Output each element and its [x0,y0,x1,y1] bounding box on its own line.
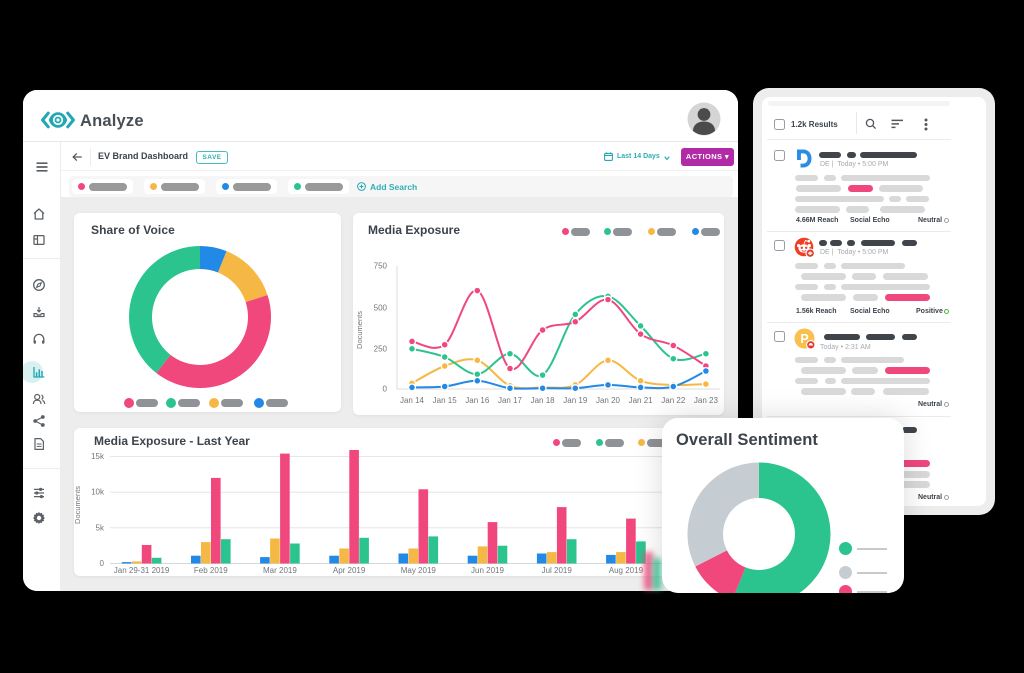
svg-text:Jan 15: Jan 15 [433,396,458,405]
svg-text:May 2019: May 2019 [401,566,437,575]
svg-text:Jan 20: Jan 20 [596,396,621,405]
svg-text:Documents: Documents [355,311,364,349]
svg-text:Jan 18: Jan 18 [531,396,556,405]
svg-text:Jan 16: Jan 16 [465,396,490,405]
svg-text:0: 0 [100,559,105,568]
svg-text:5k: 5k [96,523,105,532]
svg-text:Jan 17: Jan 17 [498,396,523,405]
svg-text:15k: 15k [91,452,105,461]
svg-text:Jul 2019: Jul 2019 [542,566,573,575]
svg-text:Jan 21: Jan 21 [629,396,654,405]
svg-text:10k: 10k [91,488,105,497]
svg-text:750: 750 [374,262,388,271]
svg-text:250: 250 [374,344,388,353]
svg-text:500: 500 [374,303,388,312]
svg-text:Jun 2019: Jun 2019 [471,566,504,575]
svg-text:Jan 23: Jan 23 [694,396,719,405]
svg-text:0: 0 [383,385,388,394]
svg-text:Aug 2019: Aug 2019 [609,566,644,575]
svg-text:P: P [800,332,808,346]
svg-text:Mar 2019: Mar 2019 [263,566,297,575]
svg-text:Jan 14: Jan 14 [400,396,425,405]
svg-text:Jan 29-31 2019: Jan 29-31 2019 [114,566,170,575]
svg-text:Jan 22: Jan 22 [661,396,686,405]
svg-text:Feb 2019: Feb 2019 [194,566,228,575]
svg-text:Jan 19: Jan 19 [563,396,588,405]
svg-text:Apr 2019: Apr 2019 [333,566,366,575]
svg-text:Documents: Documents [74,486,82,524]
